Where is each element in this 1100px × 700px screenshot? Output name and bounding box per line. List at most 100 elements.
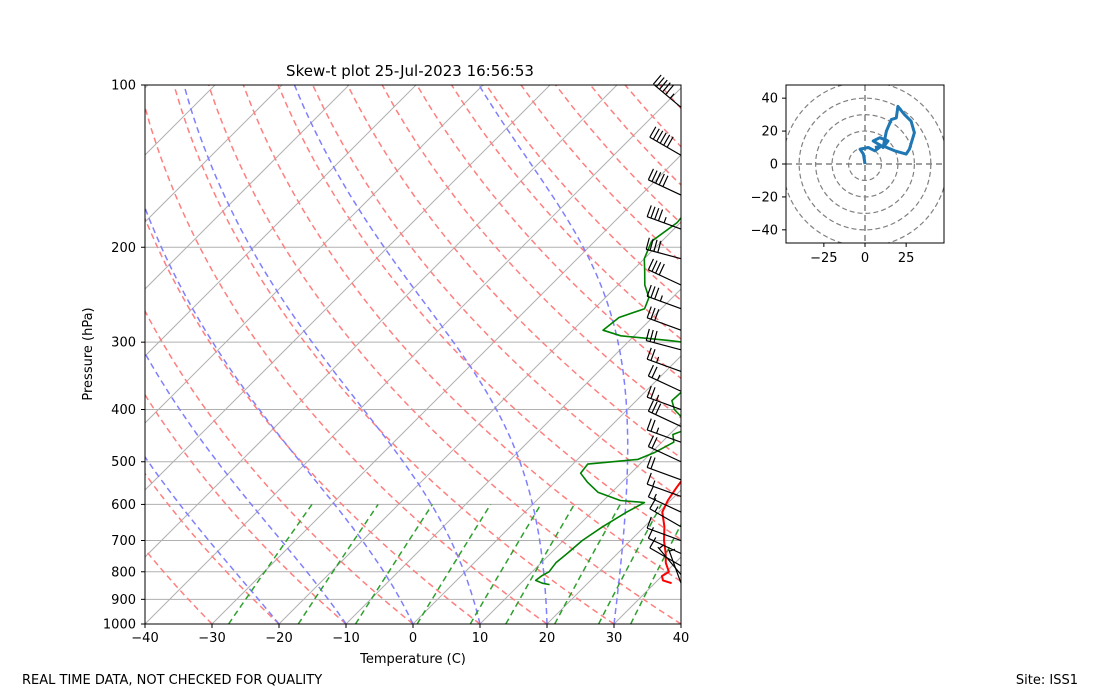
hodograph-axis-ticks: −25 0 25 40 20 0 −20 −40	[751, 92, 915, 266]
x-tick-label: 0	[409, 631, 417, 646]
hodograph-x-tick-label: 25	[898, 251, 915, 266]
profile-series	[534, 216, 681, 586]
isotherm-line	[145, 85, 484, 424]
dry-adiabat	[145, 104, 548, 624]
wind-barb	[647, 168, 682, 196]
dry-adiabat	[659, 85, 681, 110]
isotherm-line	[412, 355, 681, 624]
skewt-plot: Skew-t plot 25-Jul-2023 16:56:53 −40 −30 −…	[0, 62, 1100, 667]
dry-adiabat	[145, 393, 347, 624]
hodograph-rings	[786, 85, 944, 243]
moist-adiabat	[145, 455, 280, 624]
wind-barb	[646, 472, 682, 498]
dry-adiabat	[145, 216, 481, 624]
dry-adiabat	[207, 85, 681, 624]
dry-adiabat	[381, 85, 681, 419]
y-tick-label: 900	[111, 593, 136, 608]
hodograph-y-tick-label: 40	[761, 92, 778, 107]
hodograph-plot: −25 0 25 40 20 0 −20 −40	[751, 84, 945, 266]
moist-adiabat	[293, 85, 548, 624]
y-tick-label: 300	[111, 336, 136, 351]
dry-adiabat	[242, 85, 681, 583]
x-tick-label: 10	[472, 631, 489, 646]
isotherm-line	[145, 85, 551, 491]
chart-title: Skew-t plot 25-Jul-2023 16:56:53	[286, 62, 534, 80]
y-tick-label: 600	[111, 498, 136, 513]
dry-adiabat	[312, 85, 681, 500]
x-tick-label: −20	[265, 631, 292, 646]
dewpoint-profile-line	[534, 216, 681, 586]
site-label: Site: ISS1	[1015, 673, 1078, 688]
y-axis-label: Pressure (hPa)	[81, 307, 96, 400]
wind-barb	[645, 328, 682, 351]
wind-barb	[646, 205, 682, 230]
hodograph-y-tick-label: 20	[761, 125, 778, 140]
mixing-ratio-line	[227, 503, 313, 624]
isotherm-line	[145, 85, 417, 357]
mixing-ratio-line	[297, 503, 379, 624]
hodograph-y-tick-label: −40	[751, 223, 778, 238]
isotherm-line	[145, 85, 350, 290]
isotherm-line	[145, 87, 681, 624]
isotherm-line	[479, 422, 681, 624]
wind-barb	[649, 126, 682, 156]
dry-adiabat	[695, 85, 1100, 624]
y-axis-ticks: 100 200 300 400 500 600 700 800 900 1000	[103, 79, 145, 633]
dry-adiabat	[450, 85, 681, 341]
dry-adiabat	[624, 85, 681, 148]
x-tick-label: 20	[539, 631, 556, 646]
isotherm-line	[546, 489, 681, 624]
wind-barb	[646, 385, 682, 411]
dry-adiabat	[145, 548, 213, 624]
moist-adiabat	[183, 85, 481, 624]
y-tick-label: 1000	[103, 618, 136, 633]
wind-barb	[646, 306, 682, 331]
dry-adiabat	[764, 85, 1100, 624]
wind-barb	[668, 548, 682, 584]
isotherm-line	[0, 85, 81, 624]
wind-barb	[646, 455, 682, 481]
y-tick-label: 700	[111, 534, 136, 549]
wind-barb	[646, 418, 682, 443]
y-tick-label: 200	[111, 241, 136, 256]
isotherm-line	[278, 221, 681, 624]
wind-barb	[646, 284, 682, 310]
hodograph-x-tick-label: −25	[810, 251, 837, 266]
wind-barb	[645, 237, 682, 260]
isotherm-line	[0, 85, 14, 624]
x-axis-ticks: −40 −30 −20 −10 0 10 20 30 40	[131, 624, 689, 646]
y-tick-label: 500	[111, 455, 136, 470]
isotherm-line	[345, 288, 681, 624]
moist-adiabat	[145, 205, 414, 624]
x-axis-label: Temperature (C)	[359, 652, 466, 667]
reference-lines	[0, 85, 1100, 624]
y-tick-label: 400	[111, 403, 136, 418]
dry-adiabat	[145, 472, 280, 624]
x-tick-label: −40	[131, 631, 158, 646]
hodograph-line	[858, 104, 916, 165]
dry-adiabat	[589, 85, 681, 186]
moist-adiabat	[478, 85, 629, 624]
dry-adiabat	[277, 85, 681, 541]
x-tick-label: 30	[606, 631, 623, 646]
isotherm-line	[613, 556, 681, 624]
mixing-ratio-line	[630, 523, 681, 624]
dry-adiabat	[145, 309, 414, 624]
hodograph-y-tick-label: 0	[770, 158, 778, 173]
wind-barb	[647, 485, 682, 513]
mixing-ratio-line	[416, 504, 492, 624]
hodograph-ring	[815, 114, 915, 214]
y-tick-label: 100	[111, 79, 136, 94]
y-tick-label: 800	[111, 565, 136, 580]
isotherm-line	[211, 154, 681, 624]
x-tick-label: −30	[198, 631, 225, 646]
isotherm-line	[145, 85, 216, 156]
data-quality-note: REAL TIME DATA, NOT CHECKED FOR QUALITY	[22, 673, 323, 688]
x-tick-label: 40	[673, 631, 690, 646]
wind-barb	[646, 347, 682, 373]
wind-barb	[657, 544, 682, 576]
isotherm-line	[680, 623, 681, 624]
temperature-profile-line	[660, 479, 681, 585]
mixing-ratio-line	[597, 504, 663, 624]
